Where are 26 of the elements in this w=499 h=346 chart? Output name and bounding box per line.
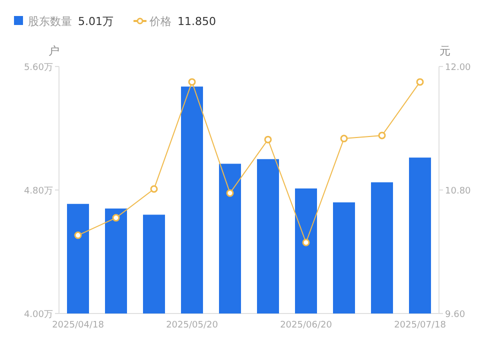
- point: [188, 78, 196, 86]
- point: [340, 134, 348, 142]
- legend-label: 股东数量: [28, 15, 72, 28]
- text: 5.01万: [78, 15, 114, 28]
- y2-tick-label: 10.80: [445, 186, 472, 196]
- x-tick-label: 2025/07/18: [394, 320, 446, 330]
- text: 11.850: [178, 15, 216, 28]
- y2-axis-title: 元: [440, 44, 450, 58]
- y2-tick-label: 9.60: [445, 310, 466, 320]
- x-tick-label: 2025/05/20: [166, 320, 218, 330]
- legend-label: 价格: [148, 15, 172, 28]
- y-tick-label: 5.60万: [24, 63, 53, 73]
- x-tick-label: 2025/06/20: [280, 320, 332, 330]
- y2-tick-label: 12.00: [445, 63, 472, 73]
- point: [150, 185, 158, 193]
- x-tick-label: 2025/04/18: [52, 320, 104, 330]
- y-axis-title: 户: [48, 44, 60, 58]
- y-tick-label: 4.00万: [24, 310, 53, 320]
- point: [416, 78, 424, 86]
- y-tick-label: 4.80万: [24, 186, 53, 196]
- point: [378, 132, 386, 140]
- point: [112, 214, 120, 222]
- point: [226, 189, 234, 197]
- point: [302, 238, 310, 246]
- point: [74, 232, 82, 240]
- point: [264, 136, 272, 144]
